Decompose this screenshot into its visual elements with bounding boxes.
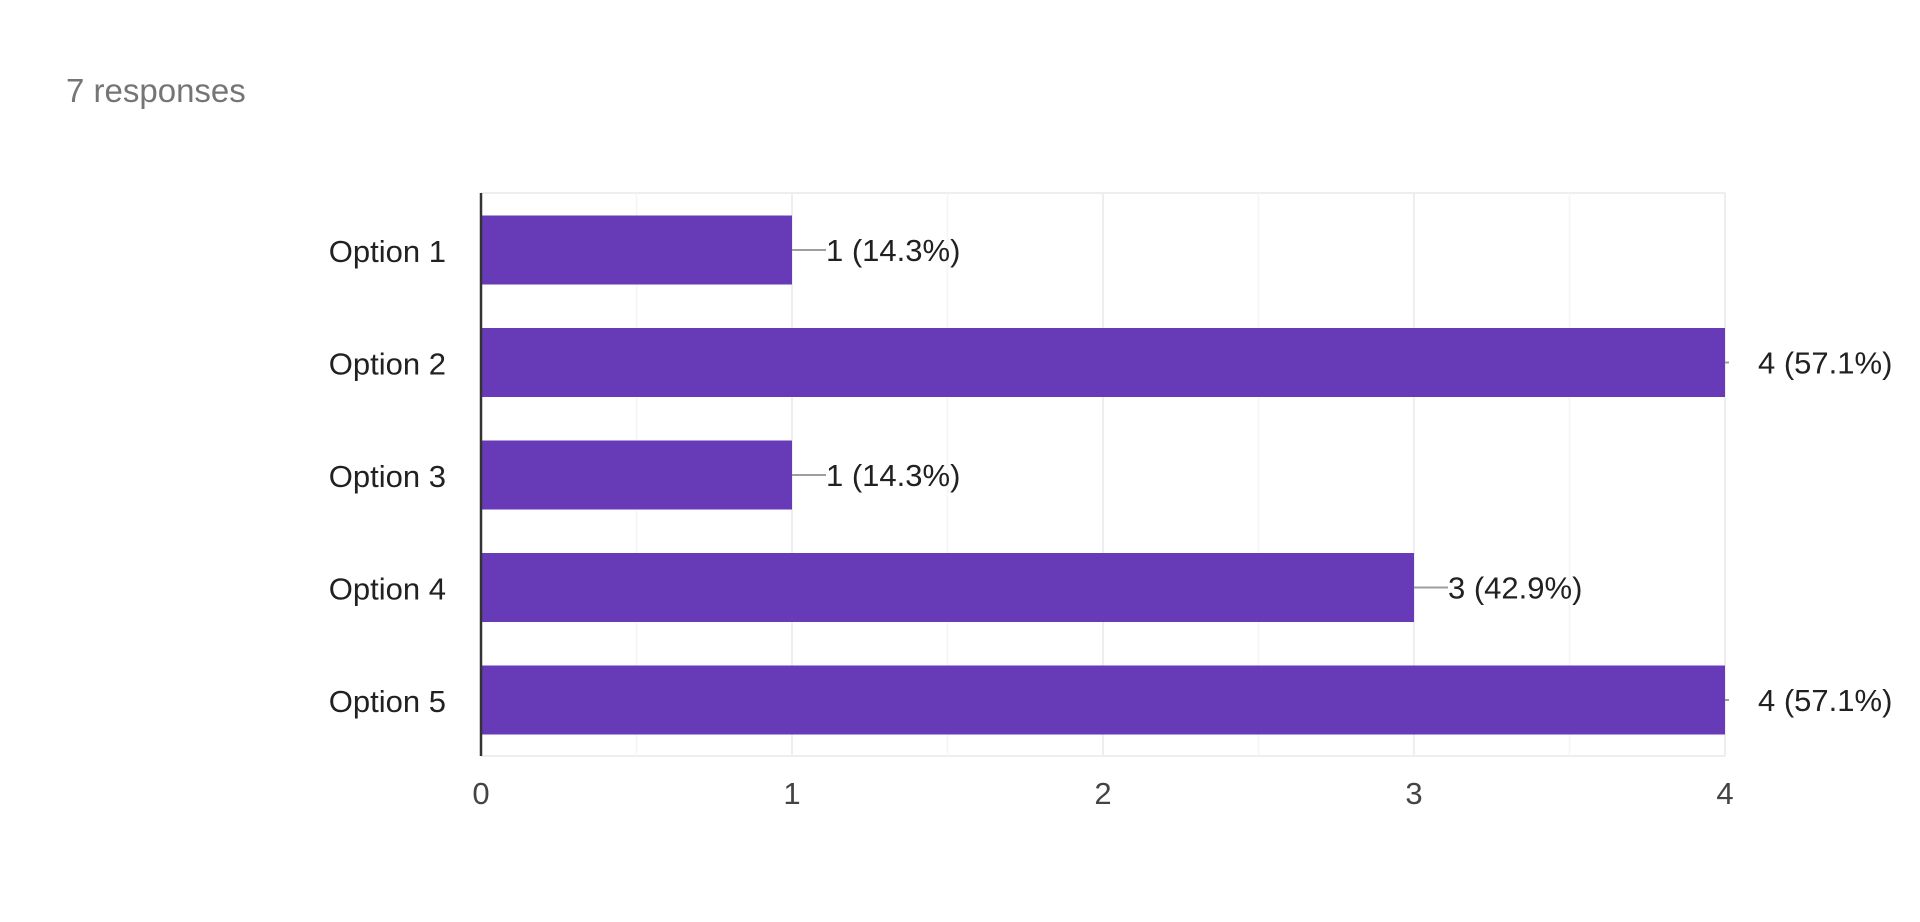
bar <box>481 665 1725 735</box>
response-count-label: 7 responses <box>66 72 246 109</box>
category-label: Option 1 <box>329 234 446 269</box>
labels: Option 1 1 (14.3%) Option 2 4 (57.1%) Option… <box>329 233 1893 719</box>
x-tick-label: 4 <box>1716 776 1733 811</box>
category-label: Option 4 <box>329 572 446 607</box>
data-label: 3 (42.9%) <box>1448 571 1582 606</box>
data-label: 4 (57.1%) <box>1758 683 1892 718</box>
bar <box>481 553 1414 622</box>
data-label: 1 (14.3%) <box>826 458 960 493</box>
category-label: Option 5 <box>329 684 446 719</box>
category-label: Option 3 <box>329 459 446 494</box>
x-tick-label: 0 <box>472 776 489 811</box>
data-label: 4 (57.1%) <box>1758 346 1892 381</box>
x-tick-label: 1 <box>783 776 800 811</box>
x-tick-label: 2 <box>1094 776 1111 811</box>
bar <box>481 328 1725 397</box>
axes: 0 1 2 3 4 <box>472 193 1734 811</box>
x-tick-label: 3 <box>1405 776 1422 811</box>
bar <box>481 440 792 510</box>
bars <box>481 215 1725 735</box>
category-label: Option 2 <box>329 347 446 382</box>
data-label: 1 (14.3%) <box>826 233 960 268</box>
bar <box>481 215 792 285</box>
